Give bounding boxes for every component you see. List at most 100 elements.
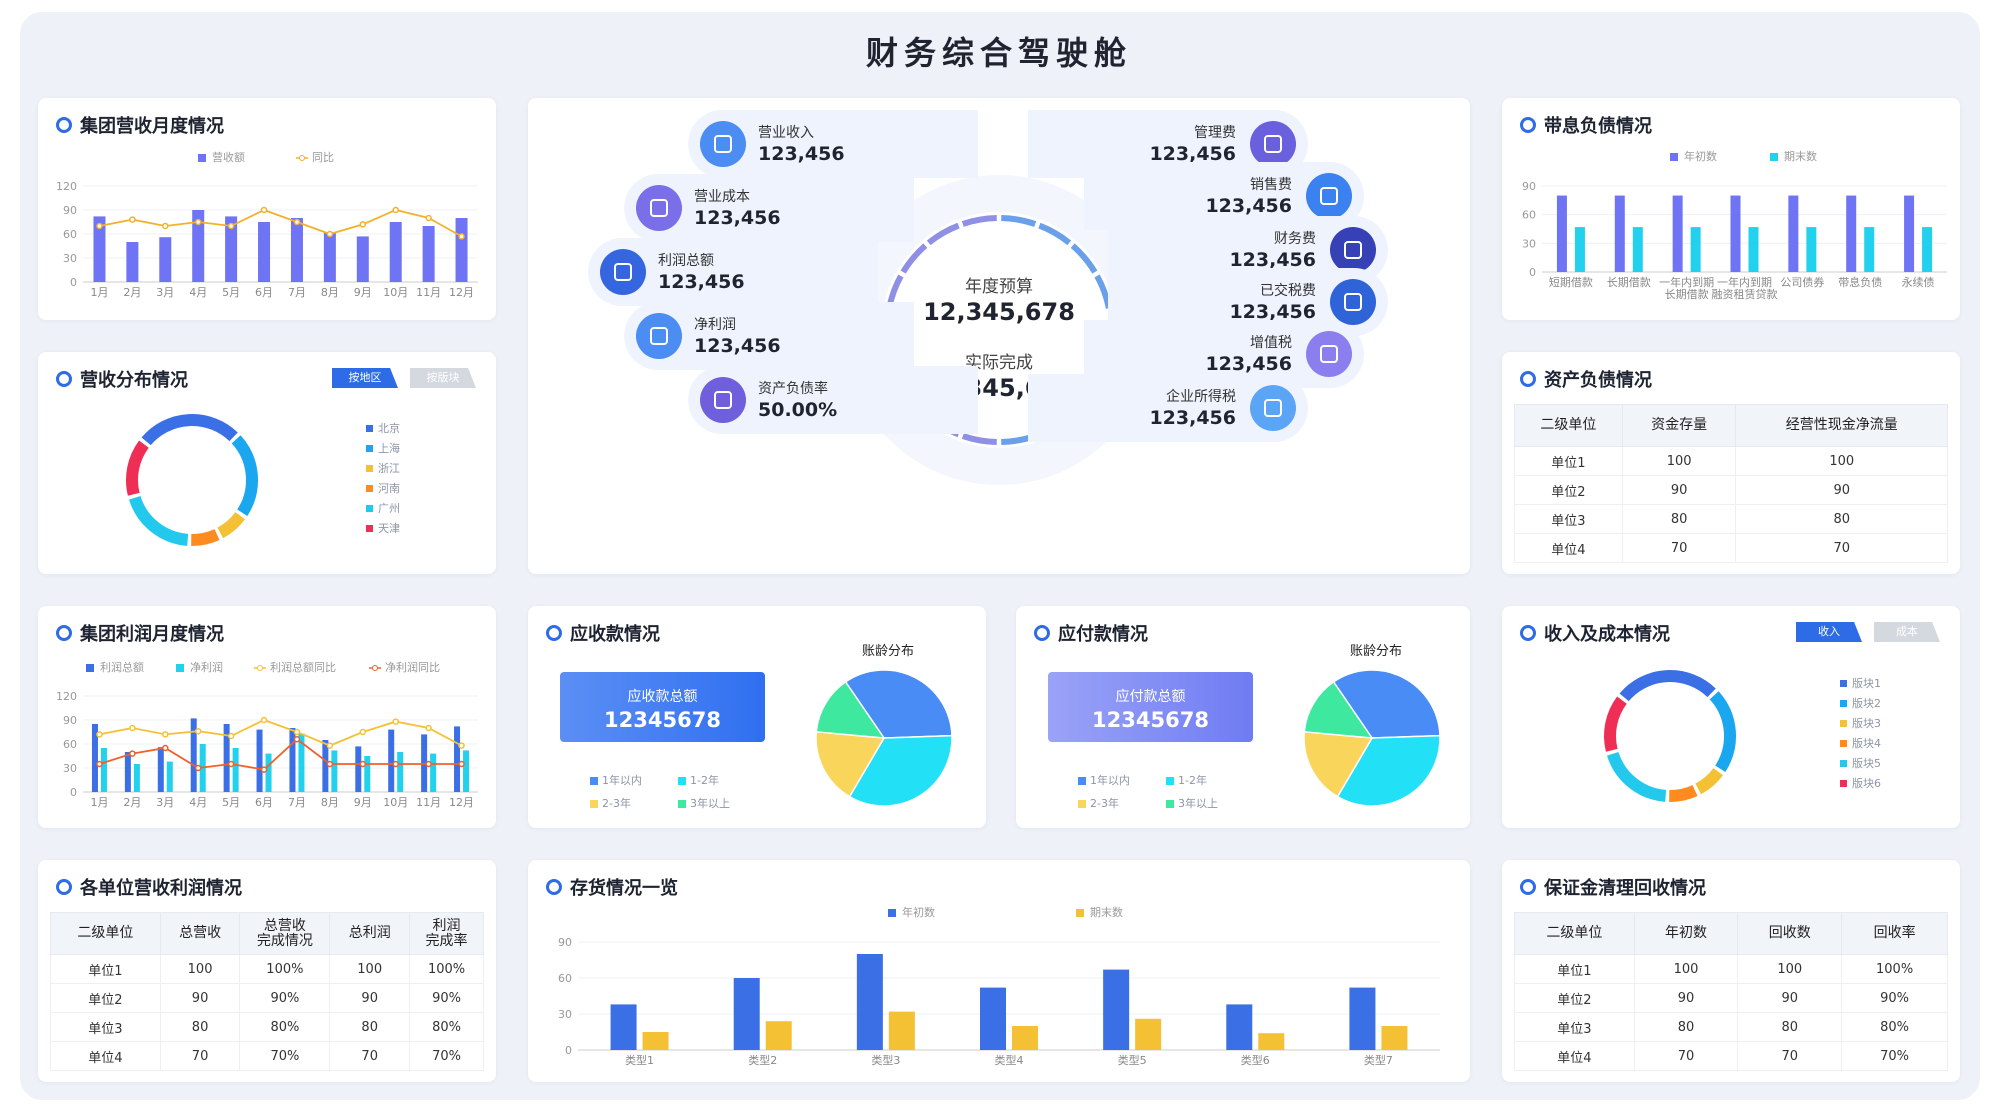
kpi-value: 123,456 [1229,301,1316,323]
tab-cost[interactable]: 成本 [1874,622,1940,642]
bar [355,746,362,792]
legend-swatch [366,505,373,512]
x-tick-label: 6月 [255,286,273,299]
kpi-item: 营业成本 123,456 [624,174,914,242]
line-point [392,760,399,768]
kpi-label: 增值税 [1250,335,1292,351]
table-cell: 100 [159,954,241,984]
bar [190,718,197,792]
table-cell: 80 [1633,1012,1739,1042]
kpi-label: 营业成本 [694,189,750,205]
legend-swatch [198,154,206,162]
kpi-glyph-icon [1344,293,1362,311]
legend-label: 浙江 [378,462,400,475]
bar [1349,987,1376,1050]
legend-label: 2-3年 [1090,797,1119,810]
y-tick-label: 30 [63,252,77,265]
donut-segment [1606,751,1667,802]
table-cell: 90 [1737,983,1843,1013]
x-tick-label: 短期借款 [1549,275,1593,289]
kpi-label: 财务费 [1274,231,1316,247]
bar [463,750,470,792]
table-cell: 70 [159,1041,241,1071]
line-point [458,233,465,240]
kpi-glyph-icon [714,391,732,409]
table-row: 单位3 80 80% 80 80% [50,1012,484,1042]
table-row: 单位3 80 80 80% [1514,1012,1948,1042]
bar [258,222,271,282]
kpi-label: 管理费 [1194,125,1236,141]
table-row: 单位2 90 90 [1514,475,1948,505]
card-title: 存货情况一览 [546,874,678,900]
legend-label: 天津 [378,522,400,535]
table-cell: 80 [159,1012,241,1042]
bar [133,764,140,792]
column-header: 回收率 [1841,912,1948,955]
actual-label: 实际完成 [965,353,1033,373]
ring-segment [961,433,997,445]
card-title: 营收分布情况 [56,366,188,392]
card-title: 收入及成本情况 [1520,620,1670,646]
kpi-value: 50.00% [758,399,838,421]
line-point [359,760,367,768]
table-cell: 100 [1737,954,1843,984]
donut-segment [128,495,189,546]
table-cell: 90% [409,983,484,1013]
x-tick-label: 类型4 [995,1053,1024,1067]
y-tick-label: 60 [558,972,572,985]
tab-by-region[interactable]: 按地区 [332,368,398,388]
tab-by-segment[interactable]: 按版块 [410,368,476,388]
legend-item: 3年以上 [1166,795,1218,811]
line-point [260,206,268,214]
kpi-glyph-icon [1264,399,1282,417]
table-cell: 90 [329,983,411,1013]
kpi-glyph-icon [614,263,632,281]
bar [91,724,98,792]
x-tick-label: 5月 [222,286,240,299]
column-header: 二级单位 [50,912,161,955]
bar [1135,1018,1162,1050]
table-cell: 100 [1621,446,1737,476]
bar [1904,195,1915,272]
line-point [293,728,301,736]
line-point [96,731,103,738]
donut-segment [1619,670,1716,702]
profit-monthly-chart: 0 30 60 90 120 1月 2月 3月 4月 5月 6月 7月 8月 9月 10月 11月 12月 利润总… [56,660,478,809]
line-point [293,735,301,743]
pie-title: 账龄分布 [1349,644,1402,659]
circle-icon [1520,371,1536,387]
line-point [162,222,169,230]
circle-icon [1520,625,1536,641]
table-header-row: 二级单位 资金存量 经营性现金净流量 [1514,404,1948,447]
bar [256,729,263,792]
x-tick-label: 4月 [189,286,207,299]
legend-swatch [1078,800,1086,808]
kpi-value: 123,456 [1229,249,1316,271]
kpi-icon [1330,227,1376,273]
line-point [162,744,169,752]
kpi-label: 营业收入 [758,125,814,141]
bar [298,733,305,792]
kpi-value: 123,456 [1205,353,1292,375]
bar [225,216,238,282]
table-cell: 80% [409,1012,484,1042]
legend-label: 版块5 [1852,756,1881,770]
donut-segment [141,414,238,446]
table-cell: 100% [409,954,484,984]
legend-label: 利润总额同比 [270,660,336,674]
table-cell: 单位4 [1514,1041,1635,1071]
x-tick-label: 类型7 [1364,1053,1393,1067]
card-title: 应付款情况 [1034,620,1148,646]
x-tick-label: 4月 [189,796,207,809]
pie-slice [815,730,886,798]
asset-table: 二级单位 资金存量 经营性现金净流量 单位1 100 100 单位2 90 90 单位3 80 80 单… [1514,404,1948,563]
column-header: 总营收 [159,912,241,955]
legend-swatch [366,525,373,532]
legend-label: 3年以上 [1178,797,1218,810]
bar [126,242,139,282]
pie-slice [1303,730,1374,798]
tab-income[interactable]: 收入 [1796,622,1862,642]
kpi-glyph-icon [714,135,732,153]
legend-swatch [590,800,598,808]
kpi-glyph-icon [650,327,668,345]
